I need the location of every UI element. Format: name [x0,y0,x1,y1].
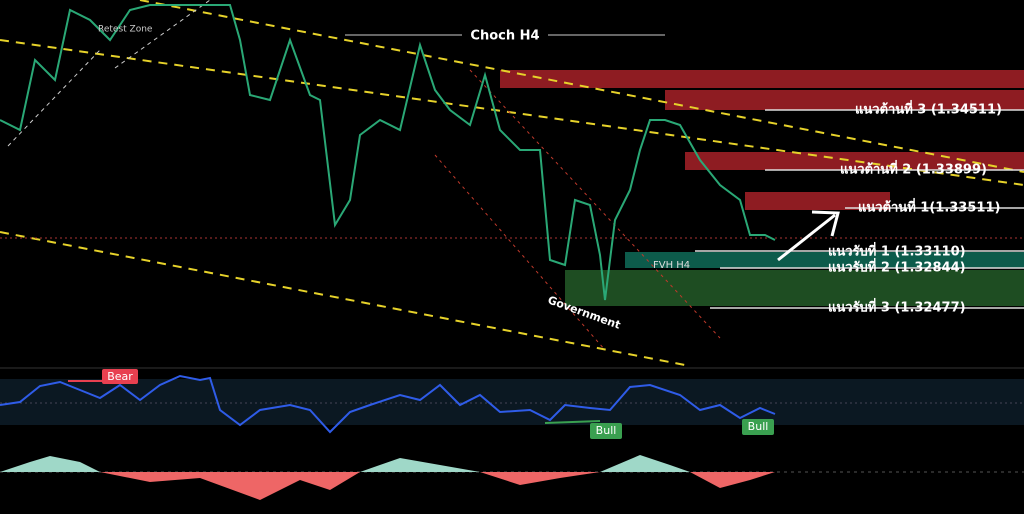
resistance-zone [685,152,1024,170]
bear-badge [102,369,138,384]
bull-label: Bull [748,420,769,433]
choch-label: Choch H4 [470,29,539,44]
arrow [777,213,836,262]
channel-lines [434,69,721,351]
oscillator-band [0,379,1024,425]
support-label: แนวรับที่ 1 (1.33110) [828,242,966,260]
bull-badge [742,419,774,435]
histogram-area [360,458,480,472]
arrow-head [811,210,840,237]
price-path [0,4,776,301]
bull-label: Bull [596,424,617,437]
resistance-label: แนวต้านที่ 2 (1.33899) [840,160,987,178]
support-label: แนวรับที่ 3 (1.32477) [828,298,966,316]
retest-label: Retest Zone [98,25,153,35]
bull-badge [590,423,622,439]
histogram-area [0,456,100,472]
resistance-label: แนวต้านที่ 1(1.33511) [858,198,1000,216]
resistance-zone [665,90,1024,110]
resistance-zone [500,70,1024,88]
oscillator-line [0,374,776,434]
histogram-area [690,472,775,488]
bear-label: Bear [107,370,133,383]
fvh-label: FVH H4 [653,260,690,271]
support-zone [565,270,1024,306]
trend-lines [0,0,1024,367]
histogram-area [480,472,600,485]
fvh-zone [625,252,1024,268]
histogram-area [100,472,360,500]
resistance-label: แนวต้านที่ 3 (1.34511) [855,100,1002,118]
histogram-area [600,455,690,472]
label-bg [462,26,548,44]
bull-divergence [544,420,601,424]
level-lines [695,109,1024,309]
retest-lines [7,0,211,147]
support-label: แนวรับที่ 2 (1.32844) [828,258,966,276]
resistance-zone [745,192,890,210]
